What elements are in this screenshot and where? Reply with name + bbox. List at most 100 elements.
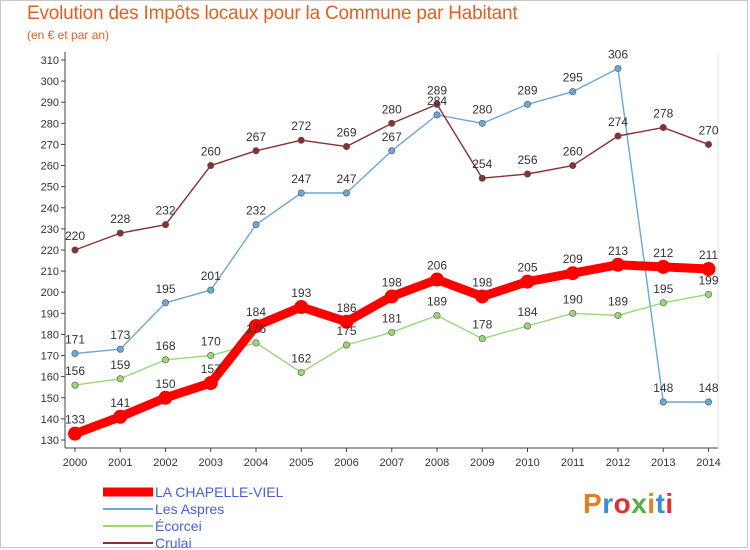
data-label: 171 <box>65 332 85 346</box>
legend-label: Les Aspres <box>155 501 224 517</box>
series-point <box>252 147 260 155</box>
data-label: 170 <box>201 335 221 349</box>
series-point <box>297 368 305 376</box>
x-tick-label: 2009 <box>470 457 494 469</box>
series-point <box>611 257 625 272</box>
series-point <box>430 272 444 287</box>
y-tick-label: 140 <box>41 414 59 426</box>
legend-label: Écorcei <box>155 518 202 534</box>
data-label: 289 <box>517 83 537 97</box>
series-point <box>158 390 173 405</box>
legend-label: LA CHAPELLE-VIEL <box>155 484 284 500</box>
legend-label: Crulai <box>155 535 192 550</box>
series-point <box>565 266 580 281</box>
y-tick-label: 220 <box>41 245 59 257</box>
series-point <box>523 100 531 108</box>
data-label: 206 <box>427 259 447 273</box>
data-label: 173 <box>110 328 130 342</box>
series-point <box>384 289 399 304</box>
data-label: 148 <box>653 381 673 395</box>
data-label: 247 <box>291 172 311 186</box>
y-tick-label: 300 <box>41 76 59 88</box>
data-label: 280 <box>382 102 402 116</box>
data-label: 254 <box>472 157 492 171</box>
data-label: 260 <box>201 145 221 159</box>
series-point <box>116 345 124 353</box>
series-point <box>569 88 577 96</box>
series-point <box>475 289 490 304</box>
series-point <box>71 246 79 254</box>
data-label: 220 <box>65 229 85 243</box>
logo-letter: r <box>602 488 614 519</box>
series-point <box>249 319 263 333</box>
series-point <box>614 64 622 72</box>
logo-letter: i <box>665 488 674 519</box>
series-point <box>659 398 667 406</box>
x-tick-label: 2008 <box>425 457 449 469</box>
chart-series <box>68 64 716 441</box>
logo-letter: x <box>631 488 648 519</box>
x-tick-label: 2005 <box>289 457 313 469</box>
x-tick-label: 2007 <box>380 457 404 469</box>
series-point <box>656 259 671 274</box>
x-tick-label: 2001 <box>108 457 132 469</box>
data-label: 284 <box>427 94 447 108</box>
series-point <box>388 119 396 127</box>
series-point <box>252 221 260 229</box>
data-label: 198 <box>382 275 402 289</box>
series-point <box>704 398 712 406</box>
data-label: 195 <box>653 282 673 296</box>
y-tick-label: 210 <box>41 266 59 278</box>
proxiti-logo: Proxiti <box>583 488 674 520</box>
y-tick-label: 190 <box>41 308 59 320</box>
x-tick-label: 2014 <box>696 457 720 469</box>
x-tick-label: 2010 <box>515 457 539 469</box>
data-label: 306 <box>608 47 628 61</box>
series-point <box>704 290 712 298</box>
data-label: 272 <box>291 119 311 133</box>
y-tick-label: 170 <box>41 351 59 363</box>
data-label: 256 <box>517 153 537 167</box>
data-label: 162 <box>291 351 311 365</box>
x-tick-label: 2006 <box>334 457 358 469</box>
data-label: 189 <box>608 294 628 308</box>
y-tick-label: 280 <box>41 118 59 130</box>
data-label: 181 <box>382 311 402 325</box>
series-point <box>297 189 305 197</box>
series-point <box>207 352 215 360</box>
data-label: 289 <box>427 83 447 97</box>
series-point <box>297 136 305 144</box>
series-point <box>569 162 577 170</box>
data-label: 178 <box>472 318 492 332</box>
series-point <box>203 376 218 390</box>
data-label: 157 <box>201 362 221 376</box>
x-tick-label: 2004 <box>244 457 268 469</box>
x-tick-label: 2012 <box>606 457 630 469</box>
x-tick-label: 2003 <box>199 457 223 469</box>
logo-letter: o <box>613 488 632 519</box>
series-point <box>659 124 667 132</box>
series-point <box>342 341 350 349</box>
series-point <box>388 147 396 155</box>
series-point <box>207 286 215 294</box>
series-point <box>116 229 124 237</box>
series-point <box>71 381 79 389</box>
y-tick-label: 250 <box>41 182 59 194</box>
series-point <box>478 174 486 182</box>
data-label: 278 <box>653 107 673 121</box>
data-label: 199 <box>698 273 718 287</box>
data-label: 176 <box>246 322 266 336</box>
y-tick-label: 240 <box>41 203 59 215</box>
data-label: 186 <box>336 301 356 315</box>
chart-title: Evolution des Impôts locaux pour la Comm… <box>27 3 518 24</box>
x-tick-label: 2011 <box>561 457 585 469</box>
data-label: 232 <box>246 204 266 218</box>
series-point <box>520 274 535 289</box>
data-label: 260 <box>563 145 583 159</box>
data-label: 295 <box>563 71 583 85</box>
series-point <box>704 140 712 148</box>
data-label: 247 <box>336 172 356 186</box>
y-tick-label: 150 <box>41 393 59 405</box>
y-tick-label: 260 <box>41 161 59 173</box>
